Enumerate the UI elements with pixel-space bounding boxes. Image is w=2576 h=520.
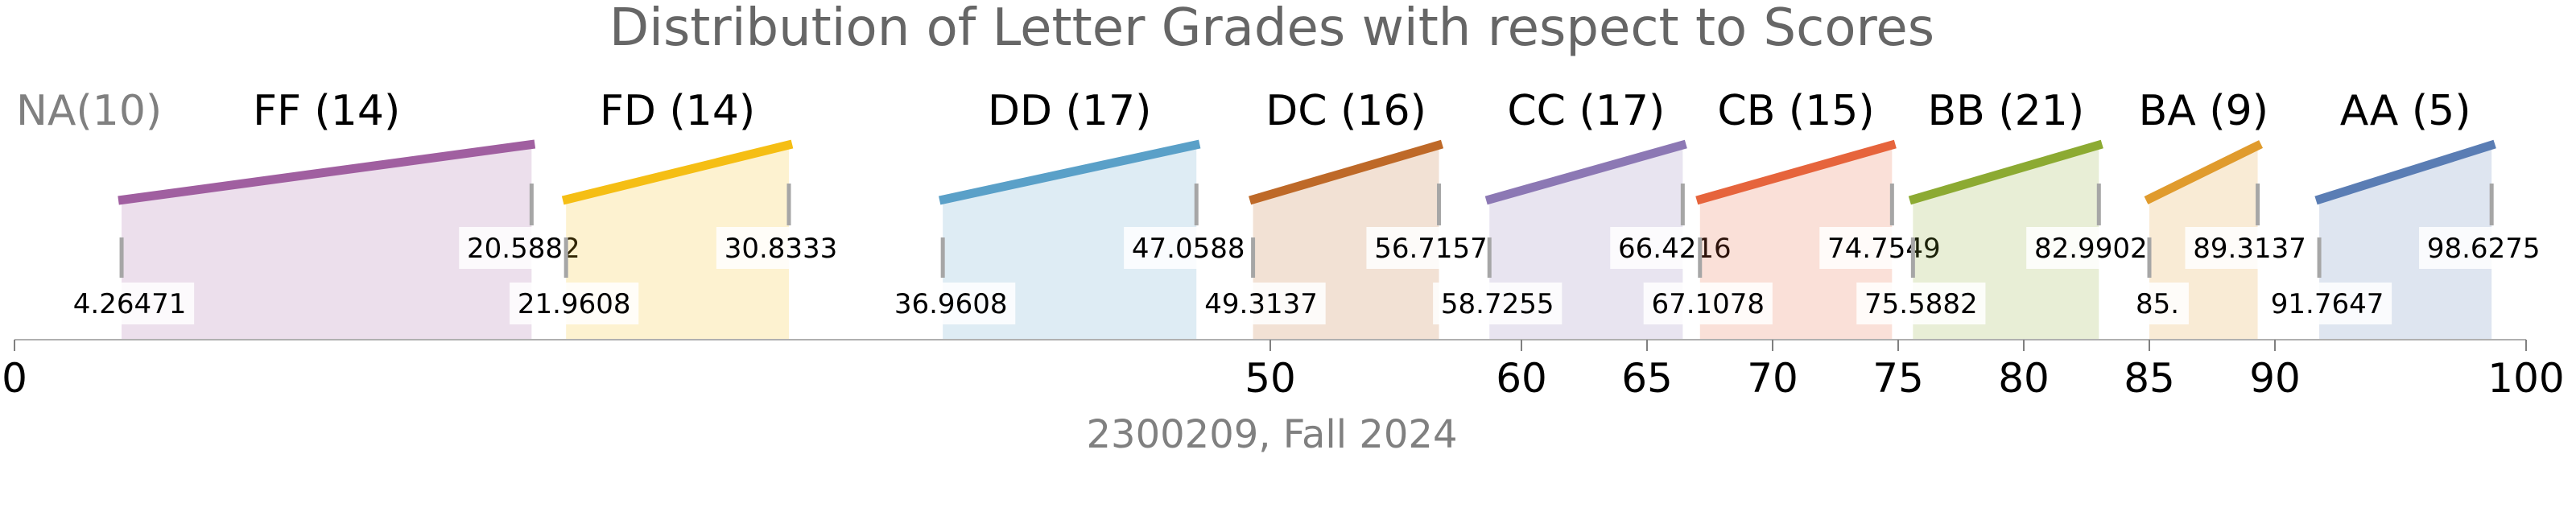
grade-min-label-bg-cb	[1643, 283, 1773, 324]
grade-max-label-ba: 89.3137	[2193, 233, 2306, 265]
grade-band-cb: 74.7549 67.1078 CB (15)	[1643, 87, 1949, 340]
grade-min-label-dc: 49.3137	[1204, 288, 1318, 320]
grade-min-label-bg-bb	[1856, 283, 1986, 324]
x-tick-label-70: 70	[1747, 355, 1798, 402]
grade-max-label-bg-dd	[1124, 227, 1253, 269]
grade-min-label-dd: 36.9608	[894, 288, 1008, 320]
grade-min-label-ff: 4.26471	[73, 288, 187, 320]
grade-max-label-dd: 47.0588	[1132, 233, 1245, 265]
grade-band-line-fd	[561, 139, 794, 205]
grade-min-label-aa: 91.7647	[2271, 288, 2384, 320]
grade-band-dd: 47.0588 36.9608 DD (17)	[886, 87, 1253, 340]
grade-band-ba: 89.3137 85. BA (9)	[2126, 87, 2314, 340]
grade-label-bb: BB (21)	[1928, 87, 2085, 135]
grade-label-cb: CB (15)	[1717, 87, 1874, 135]
grade-band-line-dc	[1249, 139, 1444, 205]
grade-min-label-ba: 85.	[2136, 288, 2179, 320]
grade-min-label-bg-ba	[2126, 283, 2189, 324]
x-tick-label-80: 80	[1998, 355, 2050, 402]
grade-band-fd: 30.8333 21.9608 FD (14)	[510, 87, 846, 340]
grade-max-label-bg-aa	[2419, 227, 2549, 269]
x-tick-label-50: 50	[1245, 355, 1296, 402]
grade-min-label-bg-dc	[1196, 283, 1326, 324]
grade-label-ff: FF (14)	[253, 87, 400, 135]
grade-min-label-cb: 67.1078	[1651, 288, 1765, 320]
grade-max-label-bg-cc	[1610, 227, 1740, 269]
x-tick-label-75: 75	[1872, 355, 1924, 402]
grade-band-cc: 66.4216 58.7255 CC (17)	[1433, 87, 1740, 340]
x-tick-label-0: 0	[2, 355, 27, 402]
grade-max-label-fd: 30.8333	[724, 233, 838, 265]
grade-min-label-bg-cc	[1433, 283, 1563, 324]
grade-max-label-bb: 82.9902	[2034, 233, 2148, 265]
grade-label-cc: CC (17)	[1507, 87, 1665, 135]
grade-min-label-bg-fd	[510, 283, 639, 324]
grade-band-bb: 82.9902 75.5882 BB (21)	[1856, 87, 2156, 340]
chart-subtitle: 2300209, Fall 2024	[1087, 412, 1458, 457]
grade-max-label-cb: 74.7549	[1827, 233, 1941, 265]
grade-max-label-bg-fd	[716, 227, 846, 269]
grade-band-line-bb	[1908, 139, 2103, 205]
grade-label-aa: AA (5)	[2340, 87, 2471, 135]
grade-max-label-bg-ba	[2185, 227, 2314, 269]
grade-band-ff: 20.5882 4.26471 FF (14)	[64, 87, 588, 340]
grade-band-dc: 56.7157 49.3137 DC (16)	[1196, 87, 1496, 340]
grade-min-label-bb: 75.5882	[1864, 288, 1978, 320]
grade-band-line-ba	[2144, 140, 2264, 204]
grade-band-fill-ff	[122, 145, 532, 340]
grade-label-dc: DC (16)	[1265, 87, 1426, 135]
grade-band-line-ff	[118, 139, 536, 205]
grade-max-label-dc: 56.7157	[1374, 233, 1488, 265]
chart-title: Distribution of Letter Grades with respe…	[609, 0, 1934, 58]
x-tick-label-65: 65	[1621, 355, 1673, 402]
grade-min-label-bg-dd	[886, 283, 1016, 324]
x-tick-label-100: 100	[2487, 355, 2564, 402]
grade-min-label-bg-aa	[2262, 283, 2392, 324]
x-tick-label-60: 60	[1496, 355, 1547, 402]
grade-label-dd: DD (17)	[988, 87, 1151, 135]
grade-min-label-cc: 58.7255	[1441, 288, 1554, 320]
grade-max-label-ff: 20.5882	[467, 233, 580, 265]
grade-band-aa: 98.6275 91.7647 AA (5)	[2262, 87, 2549, 340]
grade-max-label-bg-bb	[2026, 227, 2156, 269]
grade-max-label-cc: 66.4216	[1618, 233, 1732, 265]
grade-max-label-bg-cb	[1819, 227, 1949, 269]
x-tick-label-90: 90	[2249, 355, 2301, 402]
grade-min-label-bg-ff	[64, 283, 195, 324]
grade-band-line-cc	[1484, 139, 1687, 205]
na-label: NA(10)	[16, 87, 162, 135]
grade-band-line-dd	[939, 139, 1201, 205]
grade-band-line-aa	[2314, 139, 2496, 205]
grade-max-label-aa: 98.6275	[2427, 233, 2541, 265]
grade-label-ba: BA (9)	[2139, 87, 2268, 135]
grade-band-line-cb	[1695, 139, 1897, 205]
x-axis: 0 50 60 65 70 75 80 85 90 100	[2, 339, 2565, 402]
grade-label-fd: FD (14)	[600, 87, 755, 135]
grade-max-label-bg-dc	[1366, 227, 1496, 269]
x-tick-label-85: 85	[2124, 355, 2175, 402]
grade-bands: 20.5882 4.26471 FF (14) 30.8333 21.9608 FD (1…	[64, 87, 2549, 340]
grade-min-label-fd: 21.9608	[518, 288, 631, 320]
